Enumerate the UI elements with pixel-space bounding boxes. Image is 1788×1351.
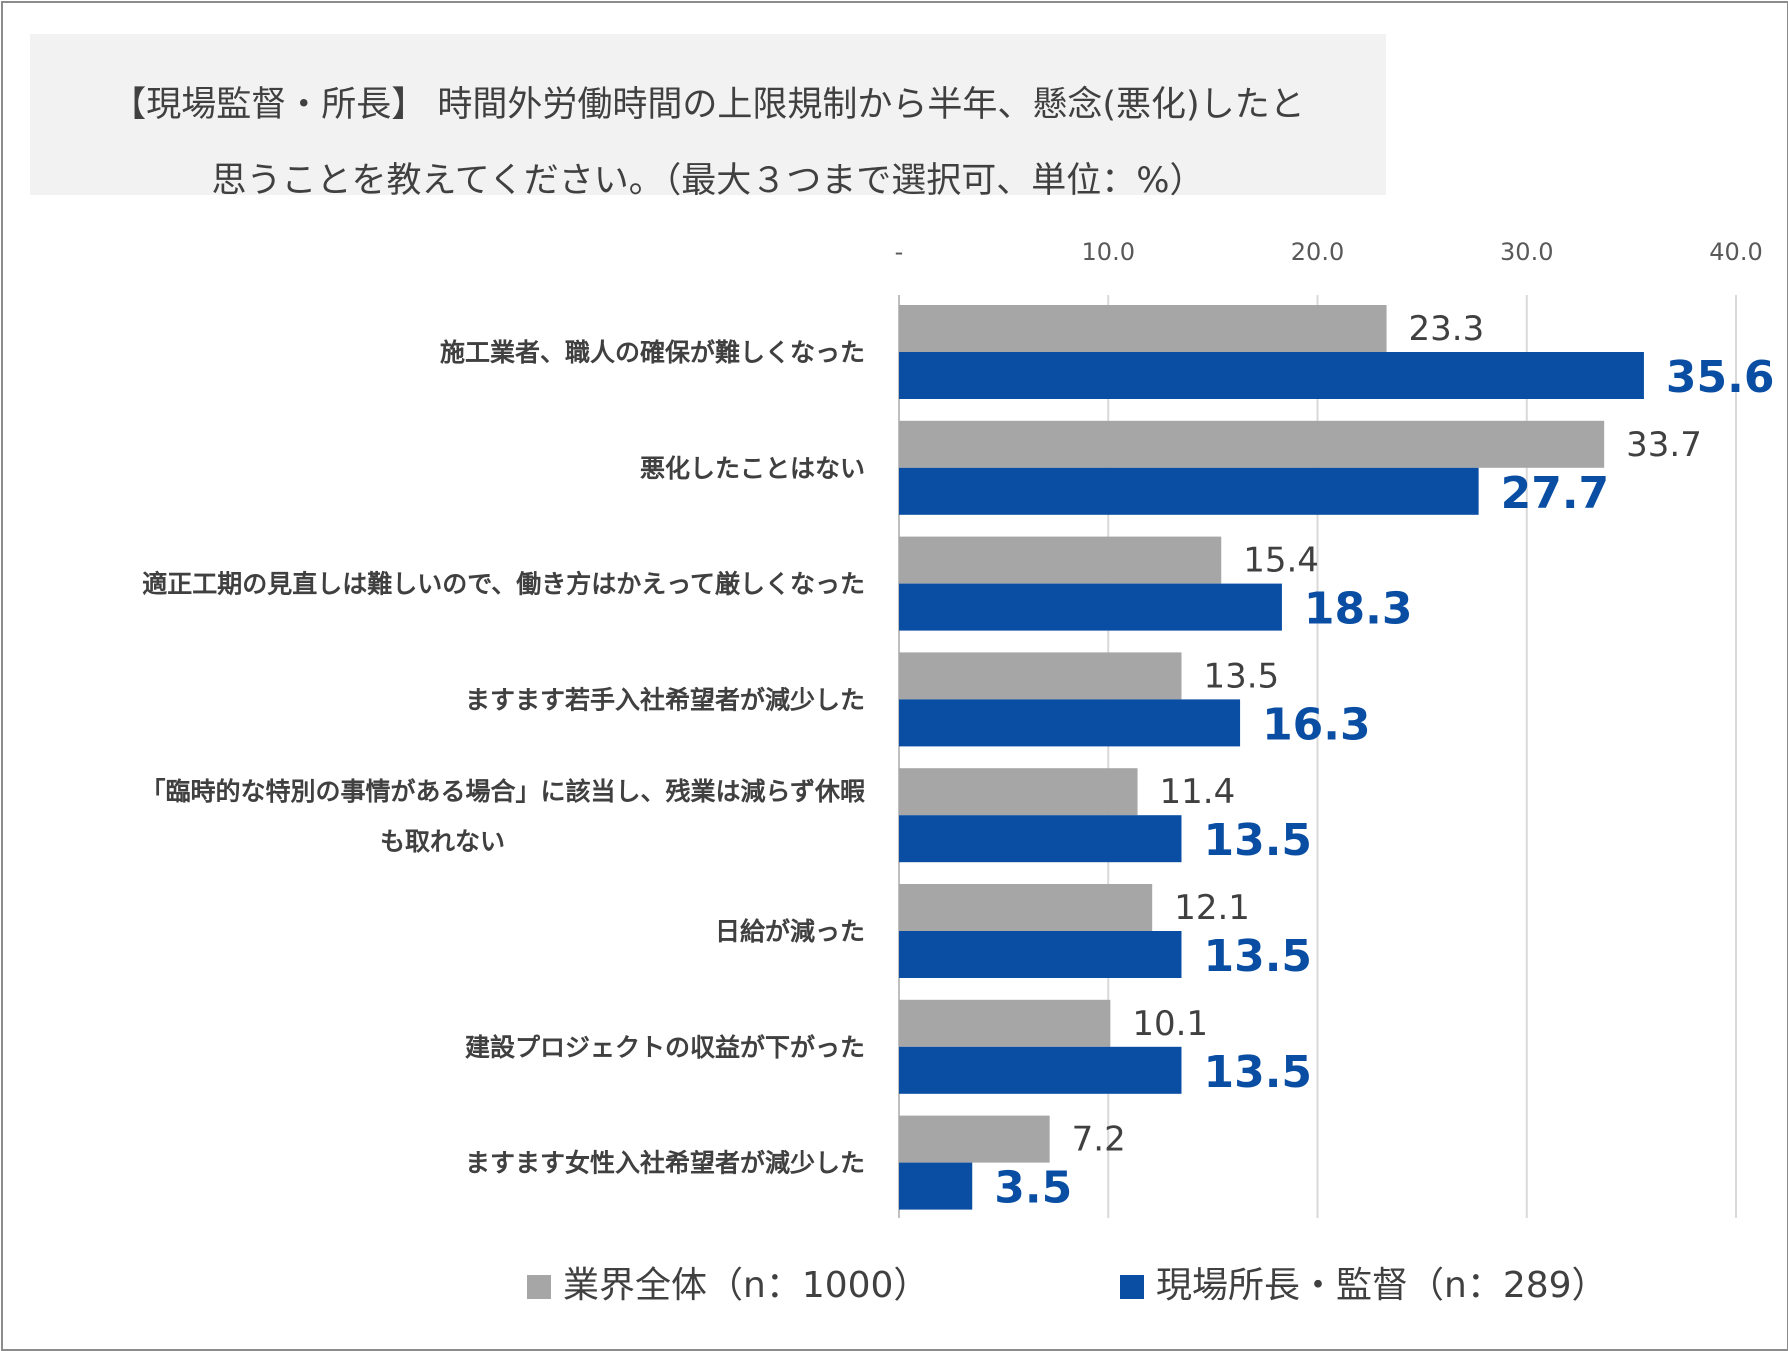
x-tick-label: 30.0 [1500, 238, 1553, 266]
bar-site-manager [899, 467, 1479, 515]
data-label-industry-total: 12.1 [1174, 888, 1250, 928]
chart-title-line-1: 【現場監督・所長】 時間外労働時間の上限規制から半年、懸念(悪化)したと [111, 85, 1305, 125]
category-labels: 施工業者、職人の確保が難しくなった悪化したことはない適正工期の見直しは難しいので… [140, 338, 865, 1178]
data-label-industry-total: 13.5 [1203, 656, 1279, 696]
bar-industry-total [899, 768, 1138, 816]
bar-site-manager [899, 699, 1241, 747]
bar-site-manager [899, 931, 1182, 978]
bar-site-manager [899, 1046, 1182, 1094]
category-label: 建設プロジェクトの収益が下がった [465, 1033, 865, 1062]
bar-industry-total [899, 884, 1153, 931]
data-label-site-manager: 13.5 [1203, 815, 1312, 866]
category-label: 悪化したことはない [640, 454, 865, 483]
legend-swatch-industry-total [527, 1275, 551, 1299]
data-label-site-manager: 13.5 [1203, 1047, 1312, 1098]
data-label-industry-total: 15.4 [1243, 541, 1319, 581]
data-label-site-manager: 35.6 [1666, 352, 1775, 403]
bar-industry-total [899, 652, 1182, 700]
legend-label-site-manager: 現場所長・監督（n：289） [1156, 1265, 1608, 1306]
category-label: 適正工期の見直しは難しいので、働き方はかえって厳しくなった [142, 570, 865, 599]
legend: 業界全体（n：1000） 現場所長・監督（n：289） [527, 1265, 1608, 1306]
bars [899, 305, 1644, 1210]
data-label-industry-total: 23.3 [1409, 309, 1485, 349]
bar-industry-total [899, 1115, 1050, 1163]
bar-site-manager [899, 583, 1282, 631]
x-tick-label: 20.0 [1291, 238, 1344, 266]
data-label-site-manager: 18.3 [1304, 584, 1413, 635]
x-tick-label: 40.0 [1709, 238, 1762, 266]
chart-title-line-2: 思うことを教えてください。（最大３つまで選択可、単位：%） [211, 161, 1205, 201]
bar-site-manager [899, 815, 1182, 863]
data-labels: 23.335.633.727.715.418.313.516.311.413.5… [994, 309, 1774, 1214]
bar-industry-total [899, 536, 1222, 584]
category-label: ますます女性入社希望者が減少した [465, 1149, 865, 1178]
data-label-industry-total: 33.7 [1626, 425, 1702, 465]
data-label-site-manager: 3.5 [994, 1163, 1072, 1214]
category-label: 施工業者、職人の確保が難しくなった [440, 338, 865, 367]
data-label-site-manager: 16.3 [1262, 699, 1371, 750]
data-label-industry-total: 11.4 [1160, 772, 1236, 812]
category-label: 日給が減った [715, 917, 865, 946]
data-label-industry-total: 10.1 [1132, 1004, 1208, 1044]
legend-label-industry-total: 業界全体（n：1000） [563, 1265, 929, 1306]
data-label-site-manager: 27.7 [1501, 468, 1610, 519]
bar-industry-total [899, 999, 1111, 1047]
category-label-continued: も取れない [380, 827, 505, 856]
data-label-industry-total: 7.2 [1072, 1120, 1126, 1160]
bar-industry-total [899, 305, 1387, 352]
bar-industry-total [899, 420, 1605, 468]
chart-title-box: 【現場監督・所長】 時間外労働時間の上限規制から半年、懸念(悪化)したと 思うこ… [30, 34, 1386, 201]
x-axis-ticks: - 10.0 20.0 30.0 40.0 [895, 238, 1763, 266]
category-label: 「臨時的な特別の事情がある場合」に該当し、残業は減らず休暇 [140, 777, 865, 806]
category-label: ますます若手入社希望者が減少した [465, 685, 865, 714]
legend-swatch-site-manager [1120, 1275, 1144, 1299]
bar-site-manager [899, 1162, 973, 1210]
bar-site-manager [899, 352, 1644, 399]
data-label-site-manager: 13.5 [1203, 931, 1312, 982]
x-tick-label: 10.0 [1082, 238, 1135, 266]
x-tick-label: - [895, 238, 904, 266]
